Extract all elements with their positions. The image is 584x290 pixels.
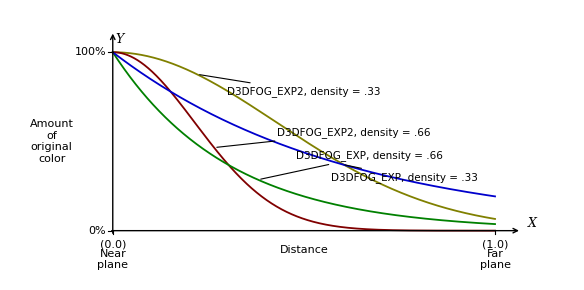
Text: Far
plane: Far plane xyxy=(479,249,510,270)
Text: Distance: Distance xyxy=(280,245,328,255)
Text: 100%: 100% xyxy=(75,47,106,57)
Text: D3DFOG_EXP, density = .66: D3DFOG_EXP, density = .66 xyxy=(260,150,443,179)
Text: 0%: 0% xyxy=(89,226,106,236)
Text: Amount
of
original
color: Amount of original color xyxy=(30,119,74,164)
Text: D3DFOG_EXP2, density = .33: D3DFOG_EXP2, density = .33 xyxy=(200,75,381,97)
Text: D3DFOG_EXP2, density = .66: D3DFOG_EXP2, density = .66 xyxy=(217,127,430,147)
Text: (1.0): (1.0) xyxy=(482,240,508,250)
Text: Y: Y xyxy=(116,32,124,46)
Text: Near
plane: Near plane xyxy=(98,249,128,270)
Text: D3DFOG_EXP, density = .33: D3DFOG_EXP, density = .33 xyxy=(331,165,478,183)
Text: X: X xyxy=(527,217,536,230)
Text: (0.0): (0.0) xyxy=(100,240,126,250)
